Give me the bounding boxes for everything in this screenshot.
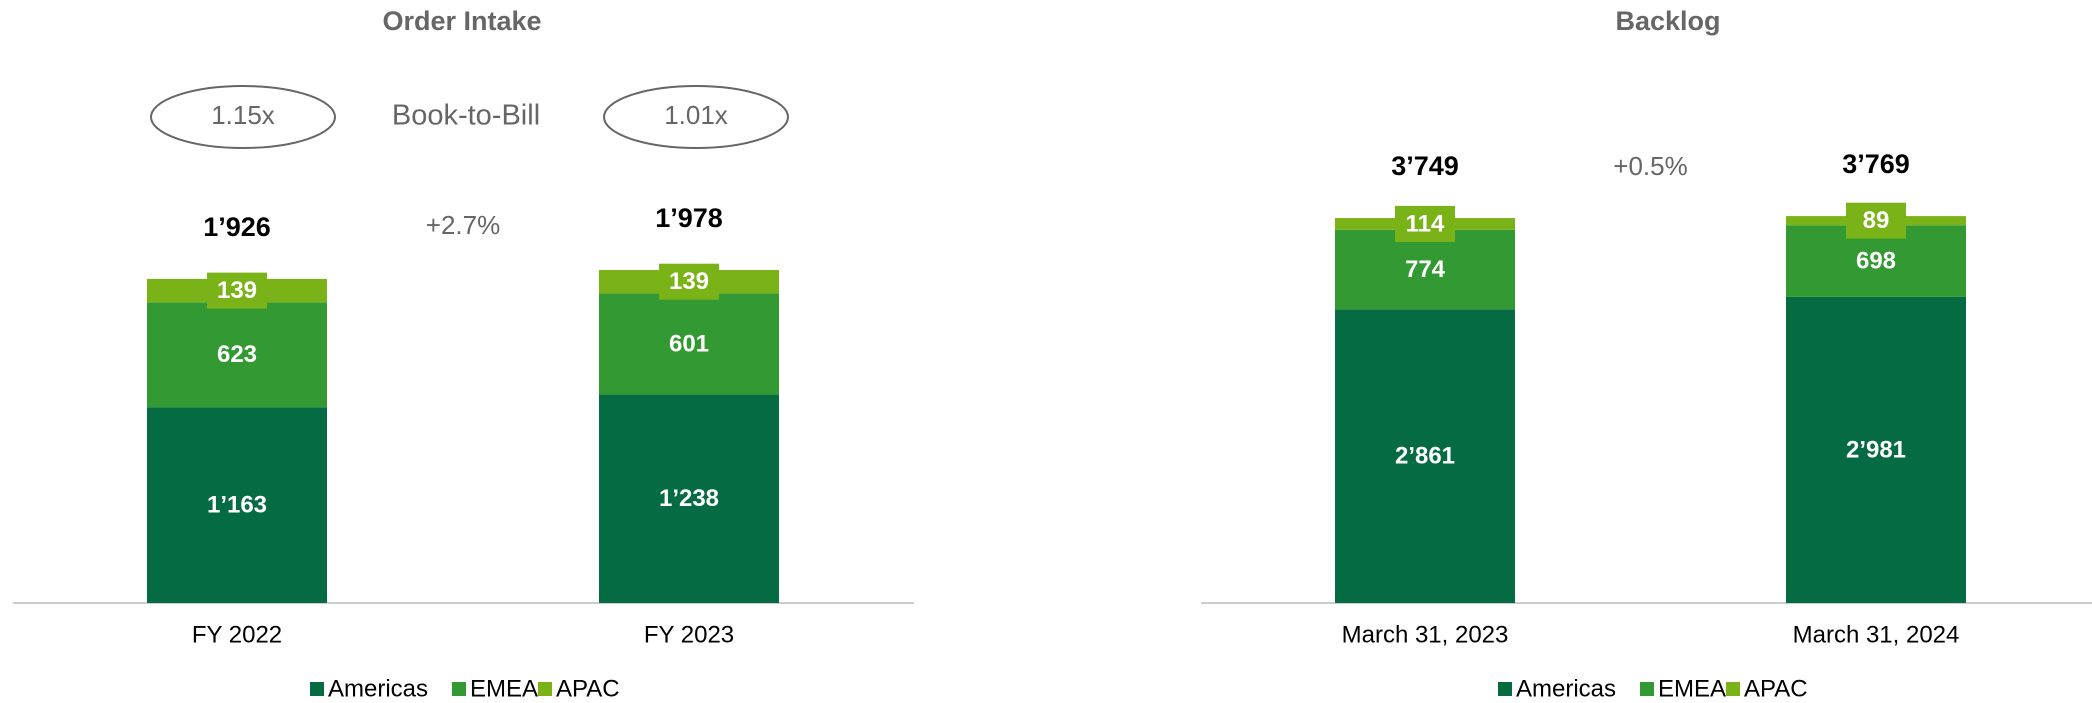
- total-label: 1’978: [655, 203, 723, 233]
- label-box: [1846, 202, 1906, 239]
- ratio-ellipse: [150, 85, 336, 149]
- data-label: 1’238: [659, 485, 719, 512]
- growth-label: +0.5%: [1613, 151, 1687, 181]
- label-box: [207, 272, 267, 309]
- legend-swatch: [1640, 682, 1654, 696]
- bar-segment: [1786, 296, 1966, 603]
- legend-label: APAC: [1744, 675, 1808, 702]
- legend-label: APAC: [556, 675, 620, 702]
- legend-label: EMEA: [470, 675, 538, 702]
- label-box: [1395, 205, 1455, 242]
- data-label: 139: [217, 277, 257, 304]
- data-label: 2’861: [1395, 442, 1455, 469]
- legend-swatch: [538, 682, 552, 696]
- ratio-label: 1.01x: [664, 100, 728, 130]
- chart-title: Backlog: [1615, 6, 1720, 36]
- data-label: 774: [1405, 256, 1446, 283]
- data-label: 623: [217, 341, 257, 368]
- bar-segment: [147, 302, 327, 408]
- data-label: 89: [1863, 207, 1890, 234]
- legend-label: Americas: [1516, 675, 1616, 702]
- total-label: 3’749: [1391, 151, 1459, 181]
- legend-label: EMEA: [1658, 675, 1726, 702]
- total-label: 1’926: [203, 212, 271, 242]
- total-label: 3’769: [1842, 149, 1910, 179]
- x-tick-label: FY 2023: [644, 621, 734, 648]
- label-box: [659, 263, 719, 300]
- bar-segment: [599, 394, 779, 603]
- data-label: 139: [669, 268, 709, 295]
- legend-label: Americas: [328, 675, 428, 702]
- x-tick-label: March 31, 2024: [1793, 621, 1960, 648]
- chart-title: Order Intake: [382, 6, 541, 36]
- growth-label: +2.7%: [426, 210, 500, 240]
- bar-segment: [1335, 229, 1515, 310]
- legend-swatch: [1498, 682, 1512, 696]
- ratio-ellipse: [603, 85, 789, 149]
- bar-segment: [147, 407, 327, 603]
- bar-segment: [599, 293, 779, 395]
- book-to-bill-label: Book-to-Bill: [392, 100, 540, 132]
- data-label: 698: [1856, 247, 1896, 274]
- bar-segment: [1335, 309, 1515, 603]
- legend-swatch: [310, 682, 324, 696]
- x-tick-label: FY 2022: [192, 621, 282, 648]
- legend-swatch: [1726, 682, 1740, 696]
- data-label: 2’981: [1846, 436, 1906, 463]
- x-tick-label: March 31, 2023: [1342, 621, 1509, 648]
- ratio-label: 1.15x: [211, 100, 275, 130]
- legend-swatch: [452, 682, 466, 696]
- data-label: 114: [1406, 210, 1445, 237]
- data-label: 1’163: [207, 491, 267, 518]
- data-label: 601: [669, 330, 709, 357]
